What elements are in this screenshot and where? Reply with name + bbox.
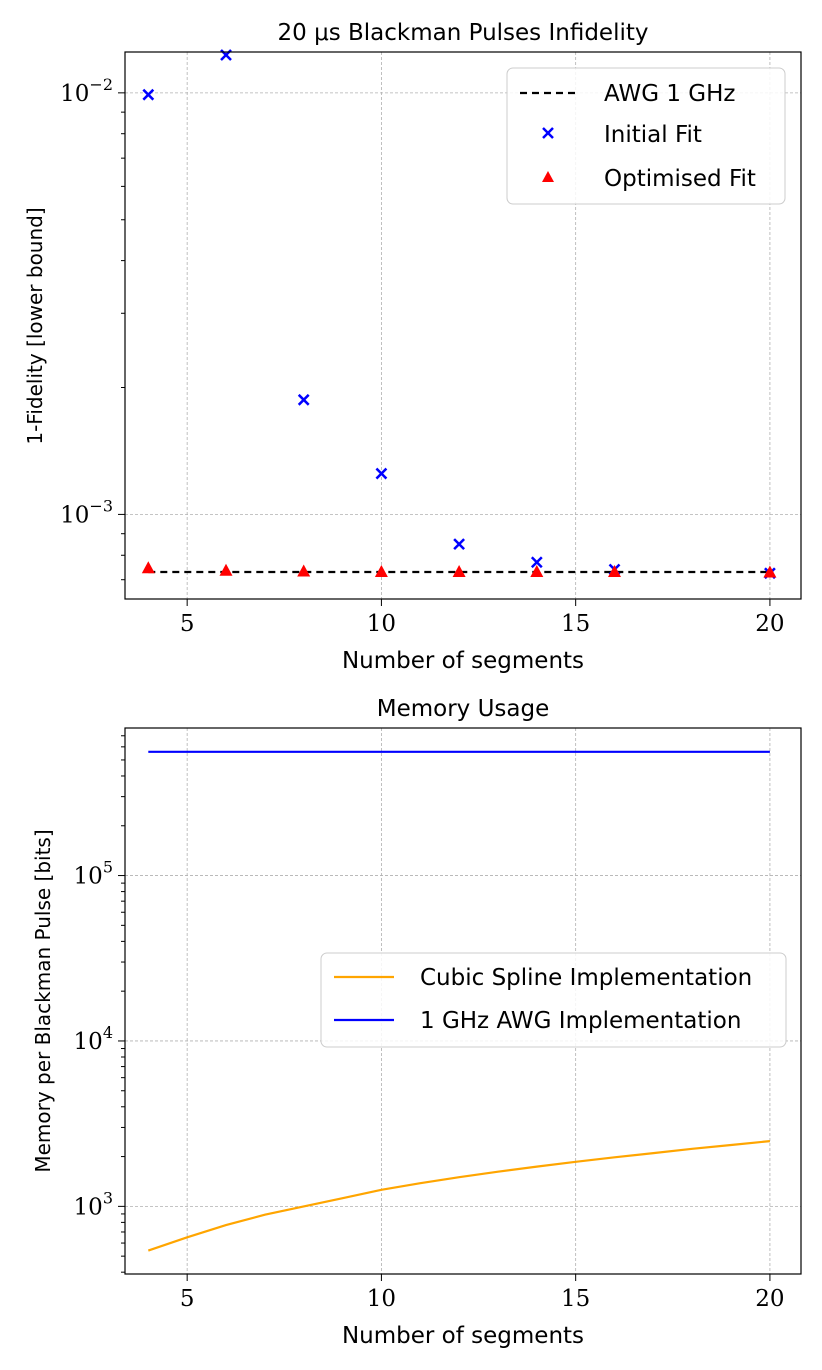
legend-swatch-optimised-fit-triangle xyxy=(542,171,554,182)
infidelity-legend: AWG 1 GHz Initial Fit Optimised Fit xyxy=(506,67,786,205)
x-tick-label: 15 xyxy=(561,611,590,637)
optimised-fit-point xyxy=(374,565,388,577)
optimised-fit-point xyxy=(297,564,311,577)
y-tick-label: 10−3 xyxy=(60,496,113,528)
legend-label-awg-implementation: 1 GHz AWG Implementation xyxy=(420,1008,741,1034)
legend-swatch-initial-fit-x xyxy=(542,127,554,139)
legend-label-awg-1ghz: AWG 1 GHz xyxy=(604,81,736,107)
initial-fit-point xyxy=(530,556,543,569)
y-tick-label: 105 xyxy=(74,858,113,890)
x-tick-label: 10 xyxy=(367,1286,396,1312)
x-tick-label: 10 xyxy=(367,611,396,637)
y-tick-label: 104 xyxy=(74,1023,113,1055)
y-tick-label: 103 xyxy=(74,1188,113,1220)
memory-chart-title: Memory Usage xyxy=(377,696,550,722)
optimised-fit-point xyxy=(141,561,155,574)
infidelity-ticks: 5 10 15 20 10−3 10−2 xyxy=(60,75,784,637)
infidelity-x-axis-label: Number of segments xyxy=(342,648,584,674)
legend-label-initial-fit: Initial Fit xyxy=(604,122,702,148)
infidelity-chart: 20 μs Blackman Pulses Infidelity 5 10 15 20… xyxy=(23,20,802,674)
optimised-fit-point xyxy=(763,565,777,578)
optimised-fit-point xyxy=(530,565,544,577)
memory-x-axis-label: Number of segments xyxy=(342,1323,584,1349)
initial-fit-point xyxy=(297,393,310,406)
infidelity-y-axis-label: 1-Fidelity [lower bound] xyxy=(23,207,47,444)
x-tick-label: 5 xyxy=(180,1286,195,1312)
optimised-fit-point xyxy=(219,563,233,576)
memory-y-axis-label: Memory per Blackman Pulse [bits] xyxy=(31,829,55,1172)
x-tick-label: 20 xyxy=(755,1286,784,1312)
memory-ticks: 5 10 15 20 103 104 105 xyxy=(74,735,785,1312)
legend-label-optimised-fit: Optimised Fit xyxy=(604,166,756,192)
infidelity-chart-title: 20 μs Blackman Pulses Infidelity xyxy=(278,20,649,46)
memory-legend-box xyxy=(320,952,787,1048)
infidelity-axes-frame xyxy=(124,51,802,600)
memory-series xyxy=(147,750,771,1252)
x-tick-label: 20 xyxy=(755,611,784,637)
x-tick-label: 5 xyxy=(180,611,195,637)
y-tick-label: 10−2 xyxy=(60,75,113,107)
initial-fit-point xyxy=(142,88,155,101)
cubic-spline-implementation-line xyxy=(147,1140,771,1252)
legend-label-cubic-spline: Cubic Spline Implementation xyxy=(420,965,752,991)
x-tick-label: 15 xyxy=(561,1286,590,1312)
optimised-fit-point xyxy=(608,565,621,577)
memory-chart: Memory Usage 5 10 15 20 103 104 105 Number of … xyxy=(31,696,802,1349)
infidelity-legend-box xyxy=(506,67,786,205)
optimised-fit-point xyxy=(452,565,466,577)
initial-fit-point xyxy=(453,538,465,551)
initial-fit-point xyxy=(375,467,388,480)
memory-axes-frame xyxy=(124,727,802,1275)
memory-legend: Cubic Spline Implementation 1 GHz AWG Im… xyxy=(320,952,787,1048)
